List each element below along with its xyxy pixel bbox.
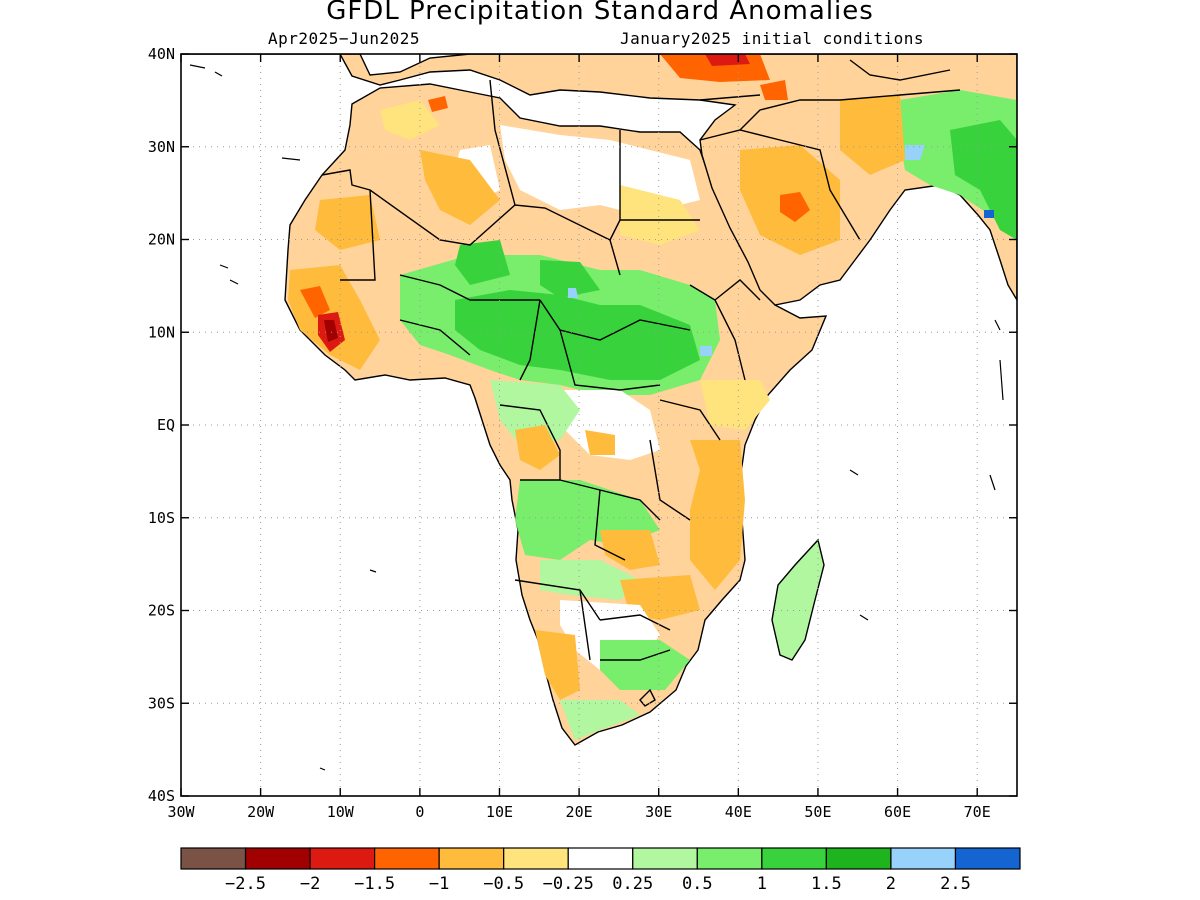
colorbar-swatch	[180, 847, 247, 870]
lon-tick-label: 20E	[566, 803, 593, 821]
lon-tick-label: 50E	[804, 803, 831, 821]
colorbar-label: 0.25	[612, 874, 653, 894]
lon-tick-label: 70E	[964, 803, 991, 821]
map-title: GFDL Precipitation Standard Anomalies	[326, 0, 874, 26]
colorbar-swatch	[567, 847, 634, 870]
colorbar-label: −0.25	[543, 874, 594, 894]
lat-lon-grid	[181, 54, 1017, 796]
colorbar-swatch	[244, 847, 311, 870]
anomaly-field	[288, 54, 1017, 740]
colorbar-label: 1.5	[811, 874, 842, 894]
country-borders	[321, 59, 961, 707]
colorbar-swatch	[825, 847, 892, 870]
colorbar-label: 1	[757, 874, 767, 894]
colorbar-label: −2.5	[225, 874, 266, 894]
islands	[189, 64, 1004, 771]
colorbar-label: 0.5	[682, 874, 713, 894]
lat-tick-label: EQ	[157, 416, 175, 434]
initial-conditions-subtitle: January2025 initial conditions	[620, 29, 924, 48]
colorbar-swatch	[696, 847, 763, 870]
colorbar-label: 2	[886, 874, 896, 894]
colorbar	[180, 847, 1021, 870]
colorbar-swatch	[438, 847, 505, 870]
lon-tick-label: 40E	[725, 803, 752, 821]
lon-tick-label: 60E	[884, 803, 911, 821]
colorbar-swatch	[503, 847, 569, 870]
colorbar-swatch	[309, 847, 376, 870]
colorbar-swatch	[374, 847, 440, 870]
madagascar-island	[771, 538, 825, 661]
lat-tick-label: 30S	[148, 694, 175, 712]
colorbar-labels: −2.5 −2 −1.5 −1 −0.5 −0.25 0.25 0.5 1 1.5 2 2.5	[225, 874, 971, 894]
colorbar-swatch	[632, 847, 698, 870]
colorbar-label: −1	[429, 874, 449, 894]
colorbar-swatch	[890, 847, 957, 870]
colorbar-label: 2.5	[940, 874, 971, 894]
lat-tick-label: 40N	[148, 45, 175, 63]
colorbar-label: −0.5	[483, 874, 524, 894]
colorbar-swatch	[954, 847, 1021, 870]
lon-tick-label: 30W	[167, 803, 195, 821]
axis-ticks	[180, 53, 1017, 797]
colorbar-swatch	[761, 847, 827, 870]
lat-tick-label: 10N	[148, 323, 175, 341]
lat-tick-label: 20S	[148, 602, 175, 620]
lat-tick-label: 30N	[148, 138, 175, 156]
season-subtitle: Apr2025−Jun2025	[268, 29, 420, 48]
lon-tick-label: 30E	[645, 803, 672, 821]
lon-tick-label: 20W	[247, 803, 275, 821]
lat-tick-label: 20N	[148, 231, 175, 249]
lat-tick-label: 10S	[148, 509, 175, 527]
lon-tick-label: 10W	[327, 803, 355, 821]
lon-tick-label: 0	[415, 803, 424, 821]
colorbar-label: −1.5	[354, 874, 395, 894]
lon-tick-label: 10E	[486, 803, 513, 821]
colorbar-label: −2	[300, 874, 320, 894]
lat-tick-label: 40S	[148, 787, 175, 805]
axis-tick-labels: 30W 20W 10W 0 10E 20E 30E 40E 50E 60E 70E 40N 30N 20N…	[148, 45, 991, 821]
